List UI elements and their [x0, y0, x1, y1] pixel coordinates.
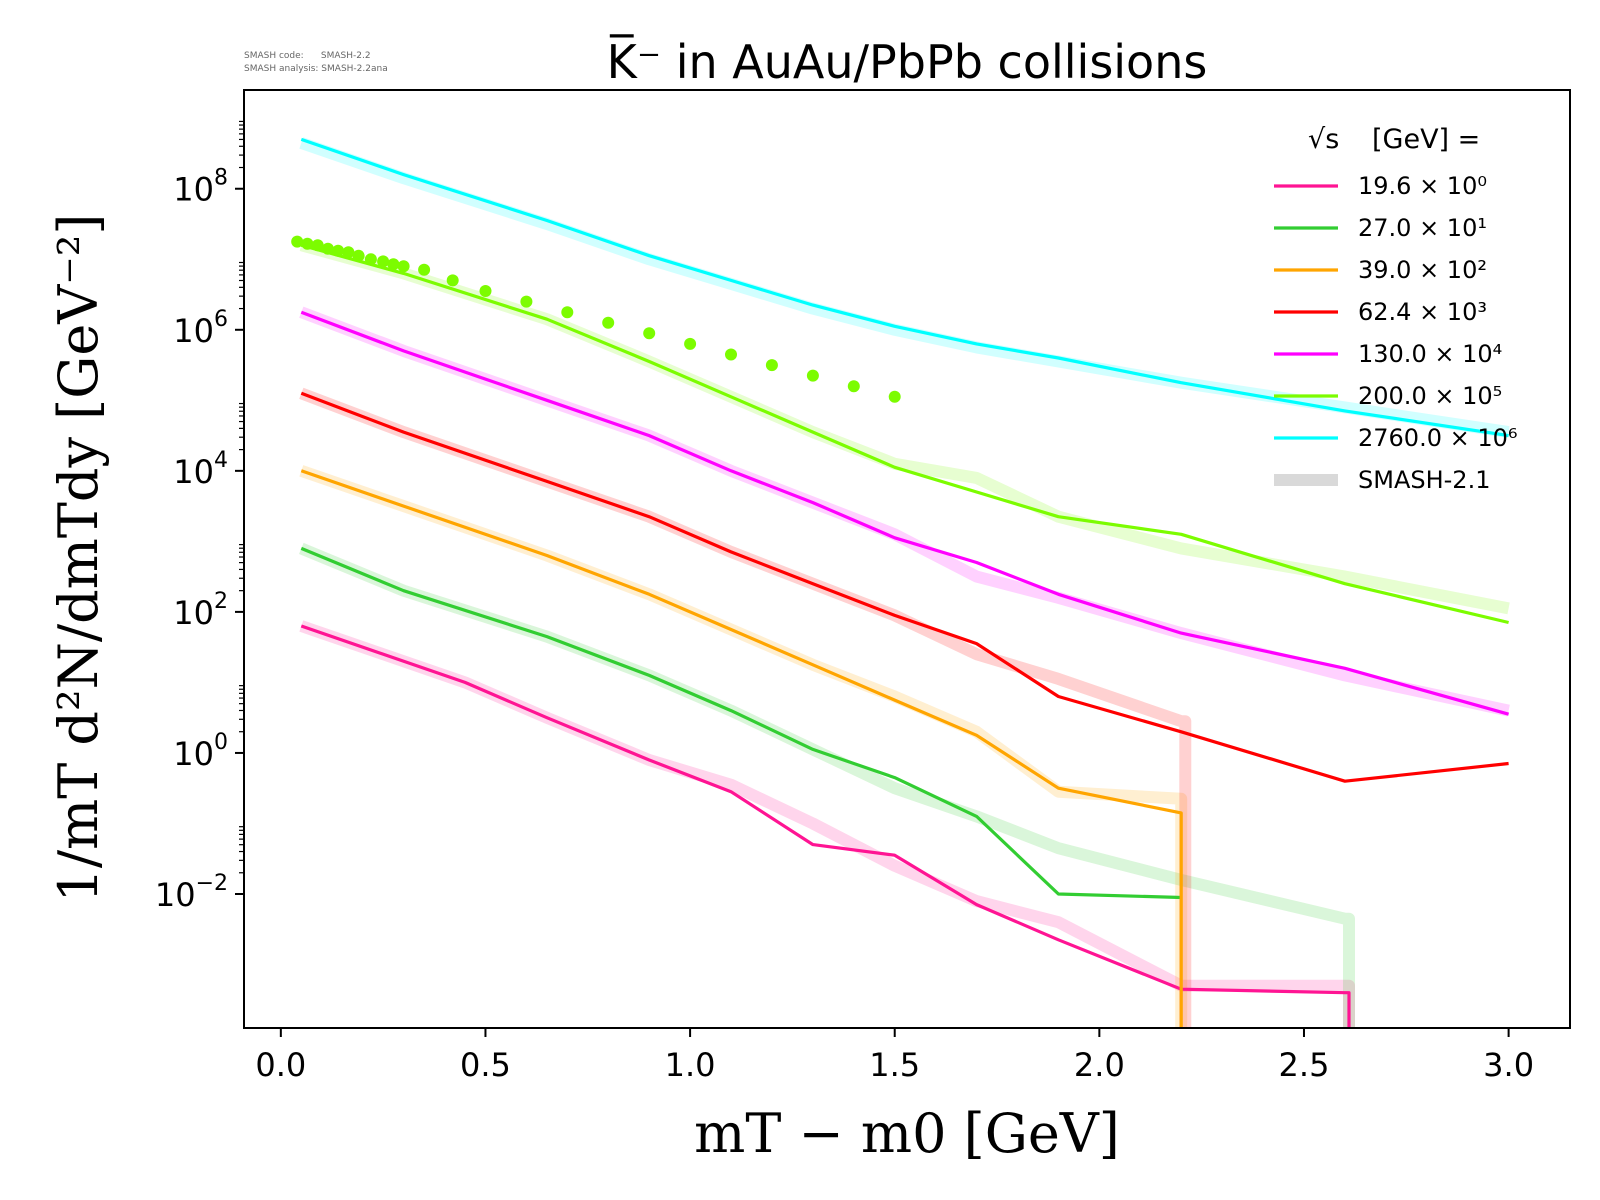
- data-marker: [806, 369, 819, 382]
- x-axis-ticks: 0.0 0.5 1.0 1.5 2.0 2.5 3.0: [255, 1028, 1534, 1084]
- data-marker: [321, 242, 334, 255]
- legend-label: 130.0 × 10⁴: [1358, 340, 1502, 368]
- smash-analysis-label: SMASH analysis: SMASH-2.2ana: [244, 64, 388, 74]
- data-marker: [725, 348, 737, 361]
- y-tick-label: 102: [173, 589, 228, 632]
- series-line-5: [300, 243, 1509, 625]
- data-marker: [561, 306, 574, 319]
- x-tick-label: 2.5: [1279, 1046, 1330, 1084]
- data-marker: [311, 239, 324, 252]
- series-line-0: [300, 624, 1351, 1028]
- x-tick-label: 1.5: [869, 1046, 920, 1084]
- legend-label: 200.0 × 10⁵: [1358, 382, 1502, 410]
- series-line-3: [300, 391, 1509, 783]
- legend-label: SMASH-2.1: [1358, 466, 1490, 494]
- series-line-1: [300, 546, 1182, 900]
- series-line-2: [300, 469, 1183, 1028]
- data-marker: [291, 235, 304, 248]
- data-marker: [684, 337, 697, 350]
- data-marker: [387, 258, 400, 271]
- data-marker: [520, 295, 533, 308]
- data-marker: [847, 380, 860, 393]
- x-tick-label: 0.5: [460, 1046, 511, 1084]
- legend: √s [GeV] = 19.6 × 10⁰ 27.0 × 10¹ 39.0 × 10…: [1274, 124, 1518, 494]
- x-axis-label: mT − m0 [GeV]: [694, 1102, 1120, 1165]
- reference-curves: [299, 137, 1510, 1028]
- x-tick-label: 2.0: [1074, 1046, 1125, 1084]
- legend-label: 62.4 × 10³: [1358, 298, 1487, 326]
- data-marker: [602, 316, 615, 329]
- data-marker: [479, 285, 492, 297]
- reference-line-0: [299, 620, 1355, 1028]
- y-tick-label: 106: [173, 307, 228, 350]
- data-marker: [332, 244, 345, 257]
- data-marker: [352, 249, 365, 262]
- plot-frame: [243, 89, 1571, 1029]
- y-axis-label: 1/mT d²N/dmTdy [GeV⁻²]: [47, 213, 110, 902]
- data-marker: [765, 359, 778, 372]
- legend-entries: 19.6 × 10⁰ 27.0 × 10¹ 39.0 × 10² 62.4 × 10³…: [1274, 172, 1518, 494]
- series-line-6: [300, 137, 1509, 438]
- data-marker: [418, 263, 431, 276]
- data-marker: [643, 327, 656, 340]
- series-curves: [300, 137, 1510, 1028]
- sqrt-s-symbol: √s: [1308, 124, 1339, 155]
- data-marker: [364, 253, 377, 266]
- data-markers: [291, 235, 901, 403]
- legend-label: 19.6 × 10⁰: [1358, 172, 1487, 200]
- x-tick-label: 0.0: [255, 1046, 306, 1084]
- data-marker: [446, 274, 459, 287]
- y-axis-ticks: 10−2 100 102 104 106 108: [155, 120, 244, 914]
- data-marker: [888, 390, 901, 403]
- x-tick-label: 3.0: [1483, 1046, 1534, 1084]
- y-tick-label: 10−2: [155, 871, 228, 914]
- legend-label: 2760.0 × 10⁶: [1358, 424, 1518, 452]
- reference-line-4: [299, 306, 1510, 717]
- legend-title-text: [GeV] =: [1372, 124, 1480, 155]
- reference-line-1: [299, 542, 1355, 1028]
- series-line-4: [300, 310, 1510, 716]
- smash-code-label: SMASH code: SMASH-2.2: [244, 51, 371, 61]
- y-tick-label: 104: [173, 448, 228, 491]
- legend-title: √s [GeV] =: [1308, 124, 1480, 155]
- data-marker: [301, 237, 314, 250]
- y-tick-label: 100: [173, 730, 228, 773]
- legend-label: 39.0 × 10²: [1358, 256, 1487, 284]
- x-tick-label: 1.0: [665, 1046, 716, 1084]
- data-marker: [377, 255, 390, 268]
- chart-title: K̅⁻ in AuAu/PbPb collisions: [607, 34, 1208, 89]
- data-marker: [342, 246, 355, 259]
- legend-label: 27.0 × 10¹: [1358, 214, 1487, 242]
- y-tick-label: 108: [173, 166, 228, 209]
- data-marker: [397, 260, 410, 273]
